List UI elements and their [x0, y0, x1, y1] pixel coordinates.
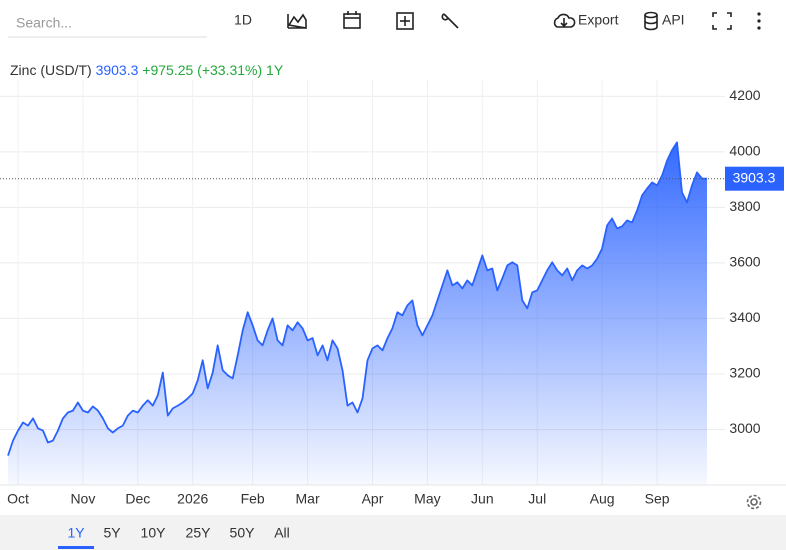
x-tick-label: Mar — [296, 491, 320, 507]
x-tick-label: Feb — [241, 491, 265, 507]
x-tick-label: Dec — [125, 491, 150, 507]
x-tick-label: Jul — [528, 491, 546, 507]
x-tick-label: Jun — [471, 491, 494, 507]
y-tick-label: 3800 — [729, 198, 760, 214]
range-button[interactable]: 5Y — [103, 525, 121, 541]
x-tick-label: May — [414, 491, 440, 507]
last-price: 3903.3 — [96, 62, 139, 78]
y-tick-label: 3200 — [729, 365, 760, 381]
api-button[interactable]: API — [644, 11, 685, 31]
chart-type-icon[interactable] — [287, 13, 307, 29]
x-tick-label: Aug — [590, 491, 615, 507]
y-tick-label: 3600 — [729, 254, 760, 270]
period: 1Y — [266, 62, 284, 78]
x-tick-label: Apr — [362, 491, 384, 507]
add-indicator-icon[interactable] — [396, 12, 414, 30]
fullscreen-icon[interactable] — [712, 12, 732, 30]
y-tick-label: 3400 — [729, 309, 760, 325]
last-price-tag — [725, 166, 784, 191]
price-line — [7, 141, 708, 456]
menu-icon[interactable] — [757, 12, 761, 30]
range-selector: 1Y 5Y 10Y 25Y 50Y All — [58, 525, 290, 549]
chart-header: Zinc (USD/T) 3903.3 +975.25 (+33.31%) 1Y — [10, 62, 284, 78]
chart-settings-icon[interactable] — [746, 494, 762, 510]
range-button[interactable]: All — [274, 525, 290, 541]
range-button[interactable]: 1Y — [67, 525, 85, 541]
api-label: API — [662, 12, 685, 28]
range-bar — [0, 515, 786, 550]
area-fill — [8, 142, 707, 485]
export-label: Export — [578, 12, 619, 28]
calendar-icon[interactable] — [343, 11, 361, 29]
range-button[interactable]: 25Y — [186, 525, 212, 541]
interval-button[interactable]: 1D — [234, 12, 252, 28]
plot-area: 3000 3200 3400 3600 3800 4000 4200 Oct Nov Dec 202… — [0, 80, 784, 507]
y-tick-label: 4200 — [729, 87, 760, 103]
instrument-name: Zinc (USD/T) — [10, 62, 92, 78]
export-button[interactable]: Export — [553, 12, 619, 28]
settings-wrench-icon[interactable] — [441, 13, 459, 29]
y-tick-label: 4000 — [729, 143, 760, 159]
x-tick-label: Oct — [7, 491, 29, 507]
x-tick-label: Sep — [645, 491, 670, 507]
last-price-tag-label: 3903.3 — [733, 169, 776, 185]
range-button[interactable]: 50Y — [230, 525, 256, 541]
price-change: +975.25 (+33.31%) — [142, 62, 262, 78]
search-box[interactable]: Search... — [16, 15, 72, 31]
range-button[interactable]: 10Y — [141, 525, 167, 541]
range-active-underline — [58, 546, 94, 549]
y-tick-label: 3000 — [729, 420, 760, 436]
x-tick-label: Nov — [70, 491, 95, 507]
x-tick-label: 2026 — [177, 491, 208, 507]
